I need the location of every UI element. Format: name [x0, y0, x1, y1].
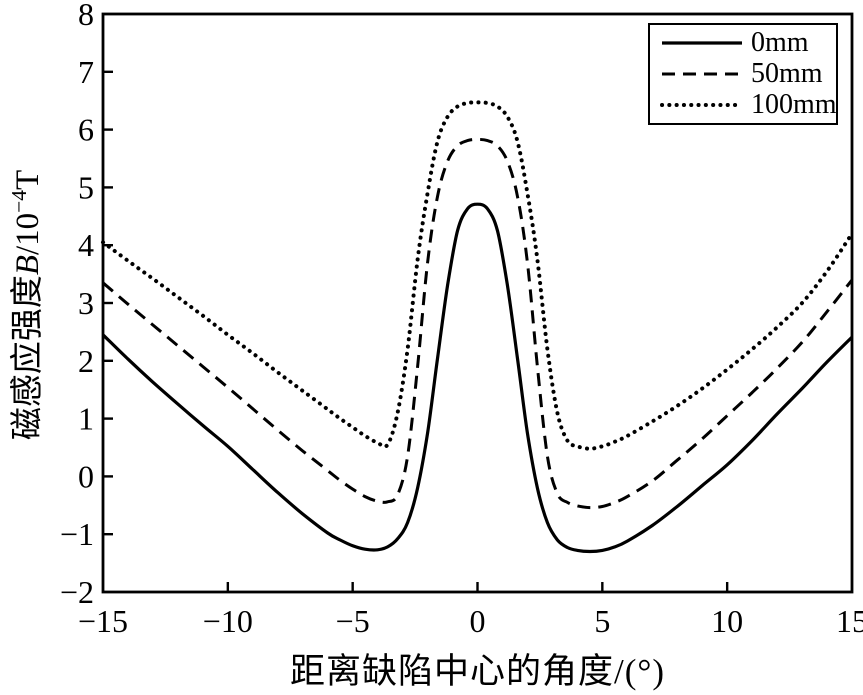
x-tick-label: 5 — [594, 603, 610, 639]
x-tick-label: 10 — [711, 603, 743, 639]
x-axis-title-text: 距离缺陷中心的角度/(°) — [289, 652, 666, 691]
y-axis-unit-exponent: −4 — [7, 190, 31, 213]
y-tick-label: 3 — [78, 285, 94, 321]
legend-entry-0mm: 0mm — [658, 28, 836, 58]
x-tick-label: −15 — [78, 603, 128, 639]
legend-sample-dashed-line — [662, 72, 742, 76]
curve-0mm — [101, 202, 854, 554]
legend-label: 0mm — [751, 26, 809, 58]
x-tick-label: −5 — [336, 603, 370, 639]
x-axis-title: 距离缺陷中心的角度/(°) — [103, 643, 852, 691]
legend-entry-50mm: 50mm — [658, 59, 836, 89]
y-axis-symbol: B — [10, 255, 46, 276]
plot-frame — [101, 12, 854, 594]
y-tick-label: 1 — [78, 401, 94, 437]
curve-100mm — [101, 100, 854, 451]
legend-sample-solid-line — [662, 41, 742, 45]
y-axis-title: 磁感应强度B/10−4T — [0, 105, 46, 505]
y-axis-title-prefix: 磁感应强度 — [10, 275, 46, 441]
legend-entry-100mm: 100mm — [658, 89, 837, 121]
x-tick-label: 0 — [470, 603, 486, 639]
legend: 0mm 50mm 100mm — [648, 23, 838, 125]
y-axis-unit-base: /10 — [10, 212, 46, 255]
x-tick-label: −10 — [203, 603, 253, 639]
y-tick-label: 4 — [78, 227, 94, 263]
y-tick-label: 6 — [78, 112, 94, 148]
y-tick-label: 5 — [78, 169, 94, 205]
x-tick-label: 15 — [836, 603, 863, 639]
y-tick-label: 2 — [78, 343, 94, 379]
y-tick-label: 0 — [78, 458, 94, 494]
legend-sample-dotted-line — [660, 103, 744, 108]
curve-50mm — [102, 137, 854, 510]
legend-label: 50mm — [751, 57, 823, 89]
y-axis-unit-suffix: T — [10, 169, 46, 191]
y-tick-label: −1 — [60, 516, 94, 552]
y-tick-label: 7 — [78, 54, 94, 90]
y-tick-label: −2 — [60, 574, 94, 610]
y-tick-label: 8 — [78, 0, 94, 32]
legend-label: 100mm — [751, 89, 837, 121]
